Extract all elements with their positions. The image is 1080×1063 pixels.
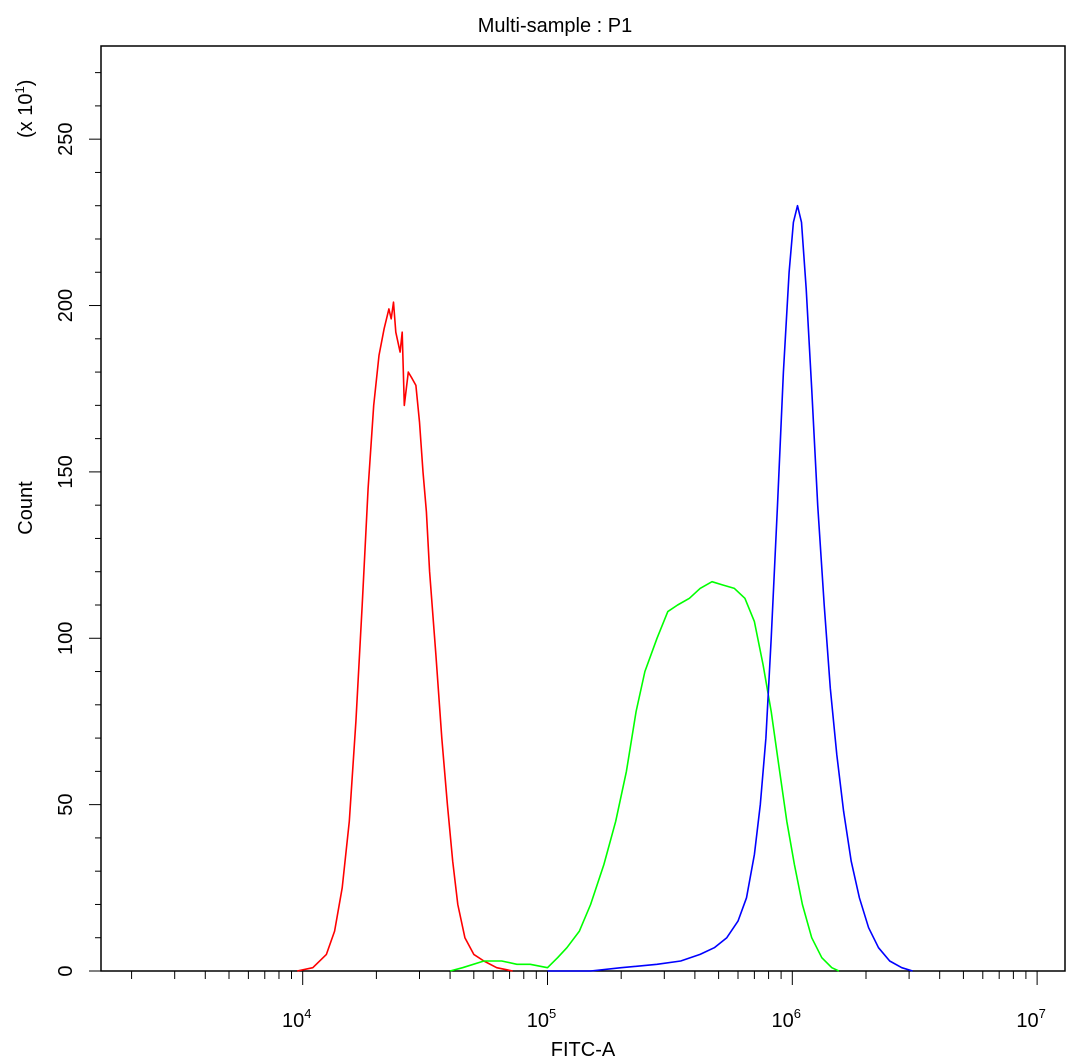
x-tick-label: 106: [772, 1006, 801, 1032]
x-tick-label: 107: [1016, 1006, 1045, 1032]
series-group: [297, 204, 913, 972]
y-tick-label: 50: [55, 794, 77, 816]
y-tick-label: 100: [55, 622, 77, 655]
chart-title: Multi-sample : P1: [478, 15, 633, 37]
x-axis: 104 105 106 107: [131, 971, 1046, 1032]
x-axis-label: FITC-A: [551, 1039, 616, 1061]
y-multiplier-label: (x 101): [12, 80, 37, 138]
x-tick-label: 105: [527, 1006, 556, 1032]
y-tick-label: 250: [55, 122, 77, 155]
y-axis: 0 50 100 150 200 250: [55, 72, 101, 977]
y-tick-label: 200: [55, 289, 77, 322]
series-line-2: [449, 580, 840, 972]
y-multiplier-exp: 1: [12, 86, 27, 93]
series-line-1: [297, 301, 513, 972]
y-tick-label: 0: [55, 965, 77, 976]
plot-area: [100, 45, 1066, 972]
y-axis-label: Count: [15, 481, 37, 535]
x-tick-label: 104: [282, 1006, 311, 1032]
series-line-3: [547, 204, 913, 972]
y-tick-label: 150: [55, 455, 77, 488]
